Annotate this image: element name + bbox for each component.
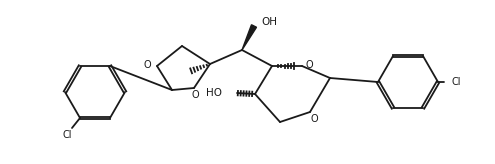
Text: HO: HO [206,88,222,98]
Text: O: O [143,60,151,70]
Text: Cl: Cl [451,77,460,87]
Text: O: O [310,114,318,124]
Text: Cl: Cl [62,130,72,140]
Text: O: O [305,60,313,70]
Text: O: O [191,90,199,100]
Polygon shape [242,25,256,50]
Text: OH: OH [261,17,277,27]
